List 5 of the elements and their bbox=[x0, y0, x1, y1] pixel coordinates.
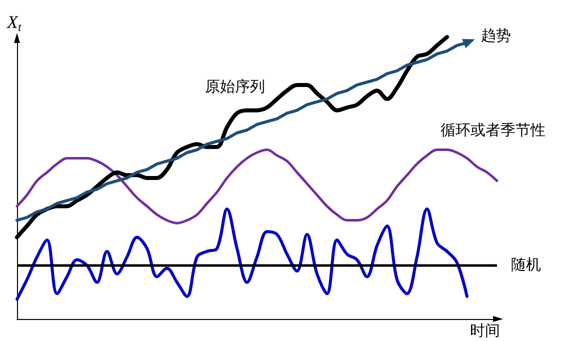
series-label: 趋势 bbox=[481, 28, 511, 45]
series-label: 循环或者季节性 bbox=[440, 122, 546, 139]
series-label: 原始序列 bbox=[205, 78, 265, 96]
ref-line-label: 随机 bbox=[511, 256, 541, 274]
x-axis-title: 时间 bbox=[470, 322, 500, 340]
